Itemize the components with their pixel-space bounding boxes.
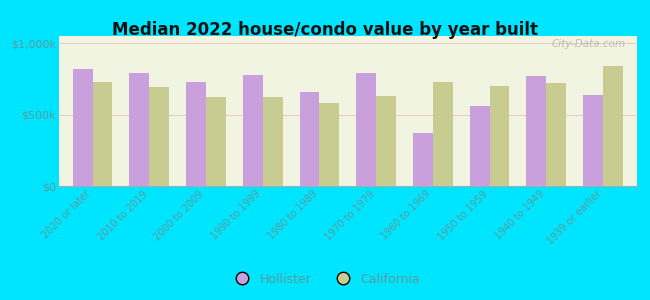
Bar	[129, 73, 150, 186]
Bar	[470, 106, 489, 186]
Bar	[73, 69, 92, 186]
Bar	[186, 82, 206, 186]
Bar	[413, 133, 433, 186]
Bar	[263, 98, 283, 186]
Bar	[92, 82, 112, 186]
Bar	[433, 82, 452, 186]
Bar	[300, 92, 319, 186]
Bar	[546, 83, 566, 186]
Bar	[356, 73, 376, 186]
Bar	[150, 87, 169, 186]
Bar	[603, 66, 623, 186]
Bar	[376, 96, 396, 186]
Bar	[526, 76, 546, 186]
Bar	[206, 98, 226, 186]
Bar	[583, 94, 603, 186]
Bar	[319, 103, 339, 186]
Bar	[489, 86, 510, 186]
Legend: Hollister, California: Hollister, California	[225, 268, 425, 291]
Bar	[243, 75, 263, 186]
Text: Median 2022 house/condo value by year built: Median 2022 house/condo value by year bu…	[112, 21, 538, 39]
Text: City-Data.com: City-Data.com	[551, 39, 625, 49]
